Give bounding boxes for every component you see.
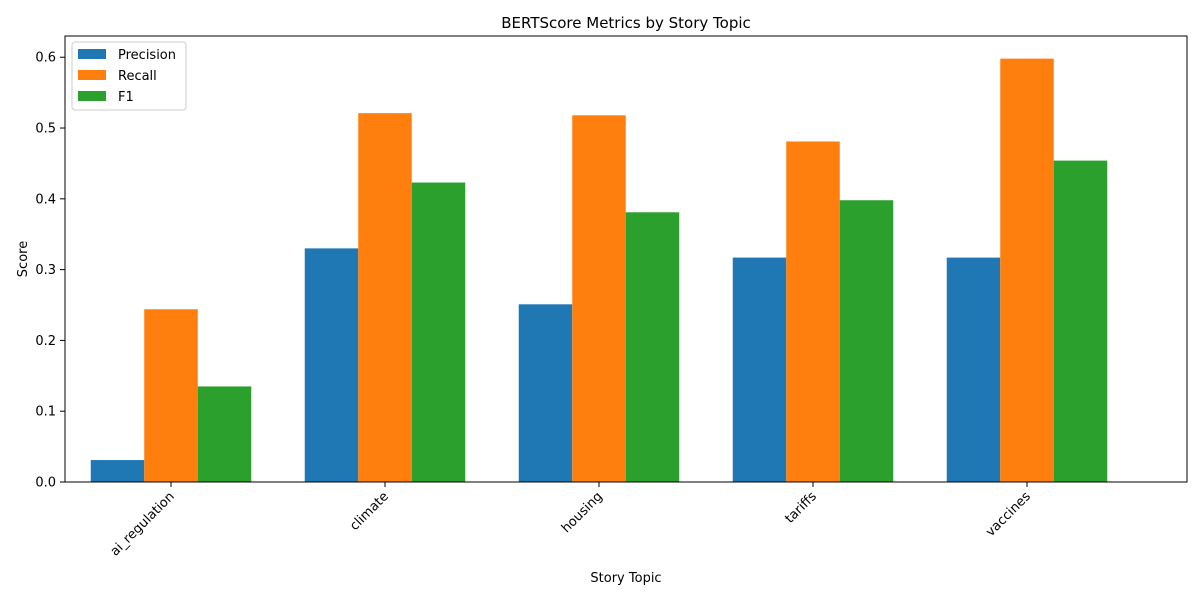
legend-label-f1: F1 [118,90,134,105]
legend-label-recall: Recall [118,69,157,84]
y-axis-label: Score [16,241,31,277]
bars-group [90,58,1108,483]
x-axis: ai_regulation climate housing tariffs vaccin… [108,482,1034,559]
bar-f1-climate [411,182,466,483]
bar-recall-tariffs [786,141,840,483]
y-axis: 0.0 0.1 0.2 0.3 0.4 0.5 0.6 [35,51,65,491]
legend-swatch-precision [78,49,106,59]
x-tick-label-climate: climate [347,489,392,534]
y-tick-label: 0.0 [35,476,56,491]
legend-swatch-f1 [78,91,106,101]
bar-precision-climate [304,248,359,482]
x-tick-label-ai_regulation: ai_regulation [108,489,178,559]
y-tick-label: 0.1 [35,405,56,420]
bar-f1-housing [625,212,680,482]
bar-precision-housing [518,304,573,482]
bar-precision-vaccines [946,257,1001,482]
y-tick-label: 0.6 [35,51,56,66]
bar-recall-vaccines [1000,58,1054,483]
x-axis-label: Story Topic [590,571,661,586]
bar-precision-ai_regulation [90,460,145,482]
legend-swatch-recall [78,70,106,80]
legend: Precision Recall F1 [71,41,187,111]
bar-recall-housing [572,115,626,482]
legend-label-precision: Precision [118,48,176,63]
x-tick-label-housing: housing [559,489,606,536]
bar-f1-ai_regulation [197,386,252,482]
bar-f1-vaccines [1053,160,1108,482]
y-tick-label: 0.2 [35,334,56,349]
bar-recall-ai_regulation [144,309,198,482]
plot-frame [64,35,1188,483]
y-tick-label: 0.4 [35,192,56,207]
chart-title: BERTScore Metrics by Story Topic [501,14,751,32]
y-tick-label: 0.5 [35,122,56,137]
x-tick-label-vaccines: vaccines [983,489,1034,540]
y-tick-label: 0.3 [35,263,56,278]
bar-precision-tariffs [732,257,787,482]
x-tick-label-tariffs: tariffs [783,489,820,526]
bar-f1-tariffs [839,200,894,483]
bar-recall-climate [358,113,412,483]
